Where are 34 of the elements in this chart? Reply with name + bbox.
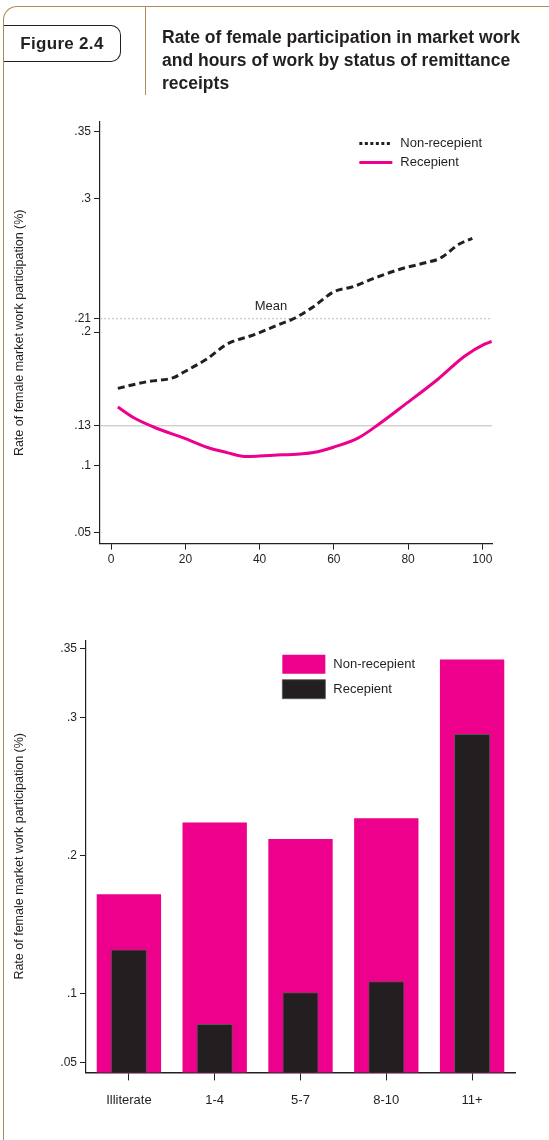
x-tick-label: 11+: [461, 1091, 483, 1107]
caption: Figure 2.4: [4, 25, 121, 62]
chart-title: Rate of female participation in market work and hours of work by status of remittance receipts: [162, 26, 521, 95]
x-tick-label: 5-7: [291, 1091, 310, 1107]
legend-label: Recepient: [333, 681, 393, 697]
y-tick-label: .35: [60, 640, 78, 655]
y-tick-label: .21: [74, 311, 92, 326]
y-tick-label: .05: [60, 1055, 78, 1070]
y-axis-title: Rate of female market work participation (%): [11, 209, 26, 457]
x-tick-label: 80: [401, 552, 416, 567]
legend-label: Non-recepient: [333, 656, 416, 672]
y-tick-label: .35: [74, 123, 92, 138]
x-tick-label: 0: [107, 552, 115, 567]
x-tick-label: Illiterate: [106, 1091, 152, 1107]
y-tick-label: .05: [74, 525, 92, 540]
y-axis-title: Rate of female market work participation (%): [11, 732, 26, 980]
legend-label: Non-recepient: [400, 135, 483, 151]
y-tick-label: .3: [80, 190, 92, 205]
ref-line-label: Mean: [254, 297, 288, 313]
x-tick-label: 60: [327, 552, 341, 567]
x-tick-label: 100: [472, 552, 493, 567]
x-tick-label: 40: [252, 552, 267, 567]
y-tick-label: .1: [66, 986, 78, 1001]
x-tick-label: 8-10: [373, 1091, 400, 1107]
y-tick-label: .3: [66, 709, 78, 724]
legend-label: Recepient: [400, 154, 460, 170]
y-tick-label: .2: [80, 324, 92, 339]
x-tick-label: 1-4: [205, 1091, 225, 1107]
x-tick-label: 20: [178, 552, 193, 567]
y-tick-label: .2: [66, 847, 78, 862]
y-tick-label: .1: [80, 458, 92, 473]
line-series: [116, 236, 474, 390]
y-tick-label: .13: [74, 418, 92, 433]
line-series: [116, 340, 492, 459]
